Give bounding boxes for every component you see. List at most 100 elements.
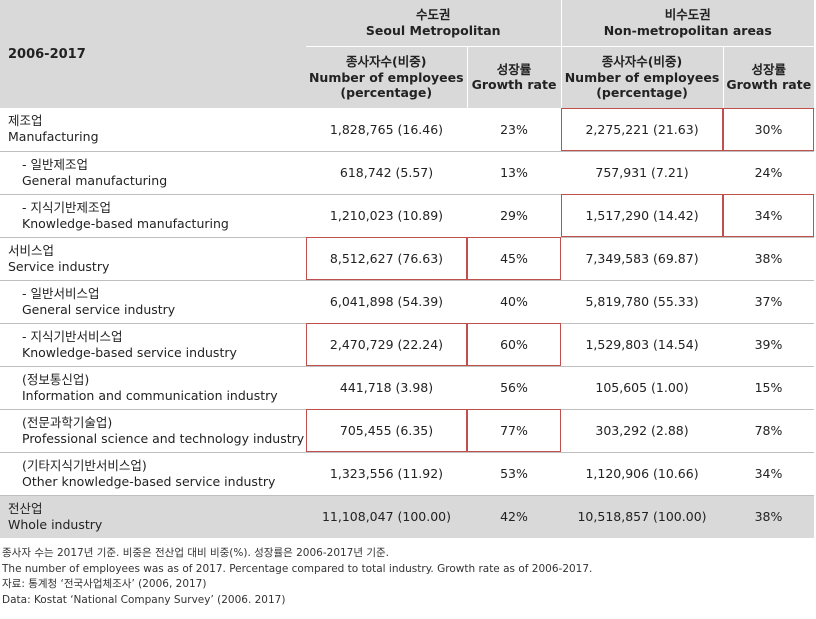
industry-label: - 일반제조업 General manufacturing	[0, 151, 306, 195]
seoul-growth-cell: 29%	[467, 194, 562, 238]
year-header: 2006-2017	[0, 0, 306, 108]
industry-label-ko: - 일반서비스업	[22, 285, 100, 301]
industry-label-ko: (기타지식기반서비스업)	[22, 457, 147, 473]
industry-label-en: Information and communication industry	[22, 387, 278, 403]
seoul-growth-cell: 53%	[467, 452, 562, 496]
growth-header-en: Growth rate	[726, 77, 812, 93]
industry-label-ko: (전문과학기술업)	[22, 414, 113, 430]
industry-label: 제조업 Manufacturing	[0, 108, 306, 152]
seoul-employees-cell: 11,108,047 (100.00)	[306, 495, 467, 538]
growth-header-en: Growth rate	[471, 77, 557, 93]
seoul-employees-cell: 441,718 (3.98)	[306, 366, 467, 410]
non-metro-employees-cell: 5,819,780 (55.33)	[561, 280, 724, 324]
non-metro-growth-cell: 15%	[723, 366, 815, 410]
growth-header-ko: 성장률	[751, 61, 787, 77]
non-metro-growth-cell: 38%	[723, 237, 815, 281]
non-metro-employees-cell: 105,605 (1.00)	[561, 366, 724, 410]
table-subheader-row: 종사자수(비중) Number of employees (percentage…	[0, 46, 815, 108]
seoul-growth-cell: 45%	[467, 237, 562, 281]
non-metro-growth-cell: 24%	[723, 151, 815, 195]
non-metro-employees-cell: 2,275,221 (21.63)	[561, 108, 724, 152]
employment-table: 2006-2017 수도권 Seoul Metropolitan 비수도권 No…	[0, 0, 815, 538]
seoul-growth-cell: 77%	[467, 409, 562, 453]
industry-label-en: General service industry	[22, 301, 176, 317]
note-en: The number of employees was as of 2017. …	[2, 562, 593, 575]
industry-label-en: Knowledge-based manufacturing	[22, 215, 229, 231]
non-metro-employees-cell: 1,517,290 (14.42)	[561, 194, 724, 238]
table-header-row: 2006-2017 수도권 Seoul Metropolitan 비수도권 No…	[0, 0, 815, 108]
industry-label: (기타지식기반서비스업) Other knowledge-based servi…	[0, 452, 306, 496]
seoul-growth-header: 성장률 Growth rate	[467, 46, 562, 108]
non-metro-header-en: Non-metropolitan areas	[603, 22, 772, 38]
industry-label-ko: 서비스업	[8, 242, 55, 258]
industry-label-en: Service industry	[8, 258, 110, 274]
industry-label: - 지식기반서비스업 Knowledge-based service indus…	[0, 323, 306, 367]
seoul-header-ko: 수도권	[416, 6, 451, 22]
industry-label-ko: - 지식기반제조업	[22, 199, 111, 215]
seoul-employees-cell: 1,828,765 (16.46)	[306, 108, 467, 152]
non-metro-header: 비수도권 Non-metropolitan areas	[561, 0, 815, 47]
seoul-employees-cell: 1,210,023 (10.89)	[306, 194, 467, 238]
table-row: (기타지식기반서비스업) Other knowledge-based servi…	[0, 452, 815, 496]
non-metro-employees-cell: 10,518,857 (100.00)	[561, 495, 724, 538]
seoul-growth-cell: 56%	[467, 366, 562, 410]
industry-label: (전문과학기술업) Professional science and techn…	[0, 409, 306, 453]
non-metro-growth-cell: 38%	[723, 495, 815, 538]
employees-header-en-pct: (percentage)	[340, 85, 433, 100]
seoul-growth-cell: 23%	[467, 108, 562, 152]
employees-header-en-pct: (percentage)	[596, 85, 688, 100]
table-row: 제조업 Manufacturing 1,828,765 (16.46) 23% …	[0, 108, 815, 152]
seoul-growth-cell: 42%	[467, 495, 562, 538]
employees-header-ko: 종사자수(비중)	[346, 54, 427, 69]
industry-label-en: Knowledge-based service industry	[22, 344, 237, 360]
table-row: (전문과학기술업) Professional science and techn…	[0, 409, 815, 453]
industry-label: 전산업 Whole industry	[0, 495, 306, 538]
industry-label: 서비스업 Service industry	[0, 237, 306, 281]
seoul-employees-cell: 618,742 (5.57)	[306, 151, 467, 195]
industry-label-ko: - 일반제조업	[22, 156, 88, 172]
employees-header-ko: 종사자수(비중)	[601, 54, 683, 69]
non-metro-employees-cell: 7,349,583 (69.87)	[561, 237, 724, 281]
industry-label: - 일반서비스업 General service industry	[0, 280, 306, 324]
non-metro-header-ko: 비수도권	[664, 6, 711, 22]
non-metro-growth-header: 성장률 Growth rate	[723, 46, 815, 108]
seoul-employees-cell: 2,470,729 (22.24)	[306, 323, 467, 367]
industry-label-ko: 전산업	[8, 500, 43, 516]
non-metro-growth-cell: 37%	[723, 280, 815, 324]
industry-label: - 지식기반제조업 Knowledge-based manufacturing	[0, 194, 306, 238]
seoul-employees-header: 종사자수(비중) Number of employees (percentage…	[306, 46, 468, 108]
industry-label-en: Other knowledge-based service industry	[22, 473, 276, 489]
table-row: - 지식기반서비스업 Knowledge-based service indus…	[0, 323, 815, 367]
seoul-employees-cell: 705,455 (6.35)	[306, 409, 467, 453]
non-metro-employees-cell: 1,529,803 (14.54)	[561, 323, 724, 367]
note-ko: 종사자 수는 2017년 기준. 비중은 전산업 대비 비중(%). 성장률은 …	[2, 547, 390, 559]
industry-label-en: Whole industry	[8, 516, 103, 532]
total-row: 전산업 Whole industry 11,108,047 (100.00) 4…	[0, 495, 815, 538]
industry-label-ko: (정보통신업)	[22, 371, 90, 387]
seoul-growth-cell: 60%	[467, 323, 562, 367]
industry-label-en: General manufacturing	[22, 172, 168, 188]
source-ko: 자료: 통계청 ‘전국사업체조사’ (2006, 2017)	[2, 578, 207, 590]
non-metro-growth-cell: 34%	[723, 452, 815, 496]
table-row: - 일반제조업 General manufacturing 618,742 (5…	[0, 151, 815, 195]
seoul-employees-cell: 8,512,627 (76.63)	[306, 237, 467, 281]
seoul-employees-cell: 1,323,556 (11.92)	[306, 452, 467, 496]
industry-label-en: Manufacturing	[8, 129, 99, 145]
seoul-employees-cell: 6,041,898 (54.39)	[306, 280, 467, 324]
non-metro-employees-cell: 303,292 (2.88)	[561, 409, 724, 453]
table-row: 서비스업 Service industry 8,512,627 (76.63) …	[0, 237, 815, 281]
non-metro-employees-cell: 1,120,906 (10.66)	[561, 452, 724, 496]
industry-label-en: Professional science and technology indu…	[22, 430, 305, 446]
employees-header-en: Number of employees	[308, 69, 464, 85]
employees-header-en: Number of employees	[564, 69, 720, 85]
non-metro-growth-cell: 78%	[723, 409, 815, 453]
table-row: (정보통신업) Information and communication in…	[0, 366, 815, 410]
table-notes: 종사자 수는 2017년 기준. 비중은 전산업 대비 비중(%). 성장률은 …	[2, 546, 812, 608]
seoul-growth-cell: 40%	[467, 280, 562, 324]
non-metro-employees-cell: 757,931 (7.21)	[561, 151, 724, 195]
industry-label: (정보통신업) Information and communication in…	[0, 366, 306, 410]
seoul-header-en: Seoul Metropolitan	[365, 22, 501, 38]
non-metro-growth-cell: 34%	[723, 194, 815, 238]
non-metro-growth-cell: 39%	[723, 323, 815, 367]
seoul-header: 수도권 Seoul Metropolitan	[306, 0, 562, 47]
